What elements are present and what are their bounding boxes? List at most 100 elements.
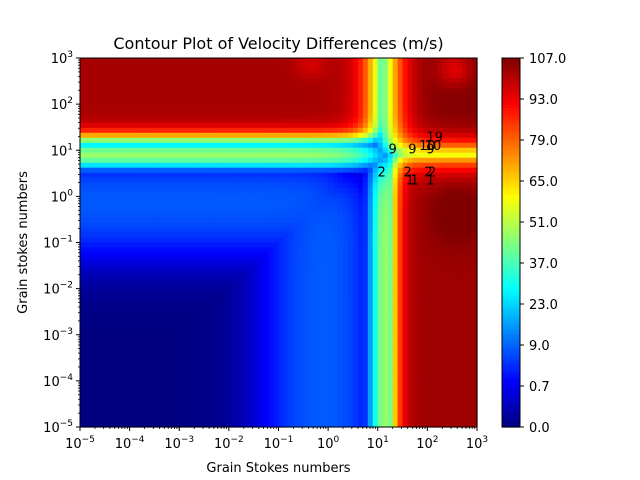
contour-cell: [169, 407, 175, 413]
contour-cell: [357, 212, 364, 219]
contour-cell: [209, 342, 215, 348]
contour-cell: [174, 367, 180, 373]
contour-cell: [169, 287, 175, 293]
contour-cell: [109, 207, 116, 214]
contour-cell: [397, 312, 404, 318]
contour-cell: [94, 207, 101, 214]
contour-cell: [377, 392, 384, 398]
contour-cell: [94, 342, 101, 348]
contour-cell: [238, 67, 245, 74]
contour-cell: [328, 222, 334, 229]
contour-cell: [223, 142, 230, 149]
contour-cell: [129, 277, 136, 283]
contour-cell: [328, 332, 334, 338]
contour-cell: [357, 372, 364, 378]
contour-cell: [84, 227, 91, 234]
contour-cell: [357, 58, 364, 64]
contour-cell: [209, 62, 215, 69]
contour-cell: [253, 412, 260, 418]
contour-cell: [273, 387, 280, 393]
contour-cell: [124, 237, 131, 244]
contour-cell: [139, 317, 146, 323]
contour-cell: [367, 267, 374, 274]
contour-cell: [273, 222, 280, 229]
contour-cell: [179, 327, 185, 333]
contour-cell: [139, 162, 146, 169]
contour-cell: [328, 137, 334, 144]
contour-cell: [80, 307, 86, 313]
contour-cell: [298, 342, 304, 348]
contour-cell: [213, 332, 220, 338]
contour-cell: [352, 67, 359, 74]
contour-cell: [238, 397, 245, 403]
contour-cell: [308, 242, 314, 249]
contour-cell: [382, 337, 389, 343]
contour-cell: [204, 142, 210, 149]
contour-cell: [233, 212, 240, 219]
contour-cell: [338, 362, 344, 368]
contour-cell: [109, 422, 116, 428]
contour-cell: [367, 327, 374, 333]
contour-cell: [109, 352, 116, 358]
contour-cell: [288, 357, 294, 363]
contour-cell: [372, 407, 379, 413]
contour-cell: [333, 382, 339, 388]
contour-cell: [387, 282, 394, 288]
contour-cell: [382, 127, 389, 134]
contour-cell: [258, 262, 265, 269]
contour-cell: [328, 367, 334, 373]
contour-cell: [303, 67, 309, 74]
contour-cell: [129, 407, 136, 413]
contour-cell: [402, 217, 409, 224]
contour-cell: [233, 167, 240, 174]
contour-cell: [228, 227, 235, 234]
contour-cell: [362, 197, 369, 204]
contour-cell: [268, 357, 275, 363]
contour-cell: [382, 292, 389, 298]
contour-cell: [278, 127, 285, 134]
contour-cell: [258, 307, 265, 313]
contour-cell: [209, 397, 215, 403]
contour-cell: [169, 352, 175, 358]
contour-cell: [99, 302, 106, 308]
contour-cell: [184, 267, 190, 274]
contour-cell: [174, 402, 180, 408]
contour-cell: [194, 357, 200, 363]
contour-cell: [357, 412, 364, 418]
contour-cell: [328, 267, 334, 274]
contour-cell: [357, 407, 364, 413]
contour-cell: [164, 332, 170, 338]
contour-cell: [84, 317, 91, 323]
contour-cell: [154, 137, 160, 144]
contour-cell: [303, 362, 309, 368]
contour-cell: [338, 402, 344, 408]
contour-cell: [218, 397, 225, 403]
contour-cell: [159, 252, 165, 259]
contour-cell: [149, 182, 156, 189]
contour-cell: [288, 257, 294, 264]
contour-cell: [194, 352, 200, 358]
contour-cell: [318, 177, 324, 184]
contour-cell: [387, 347, 394, 353]
contour-cell: [387, 107, 394, 114]
contour-cell: [223, 377, 230, 383]
contour-cell: [243, 247, 250, 254]
contour-cell: [228, 387, 235, 393]
contour-cell: [392, 342, 399, 348]
contour-cell: [382, 92, 389, 99]
contour-cell: [164, 227, 170, 234]
contour-cell: [367, 277, 374, 283]
contour-cell: [119, 257, 126, 264]
contour-cell: [293, 332, 299, 338]
contour-cell: [184, 112, 190, 119]
contour-cell: [397, 212, 404, 219]
contour-cell: [114, 152, 121, 159]
contour-cell: [134, 272, 141, 279]
contour-cell: [333, 277, 339, 283]
contour-cell: [273, 122, 280, 129]
contour-cell: [119, 137, 126, 144]
contour-cell: [263, 162, 270, 169]
contour-cell: [377, 387, 384, 393]
contour-cell: [104, 162, 111, 169]
contour-cell: [412, 122, 419, 129]
